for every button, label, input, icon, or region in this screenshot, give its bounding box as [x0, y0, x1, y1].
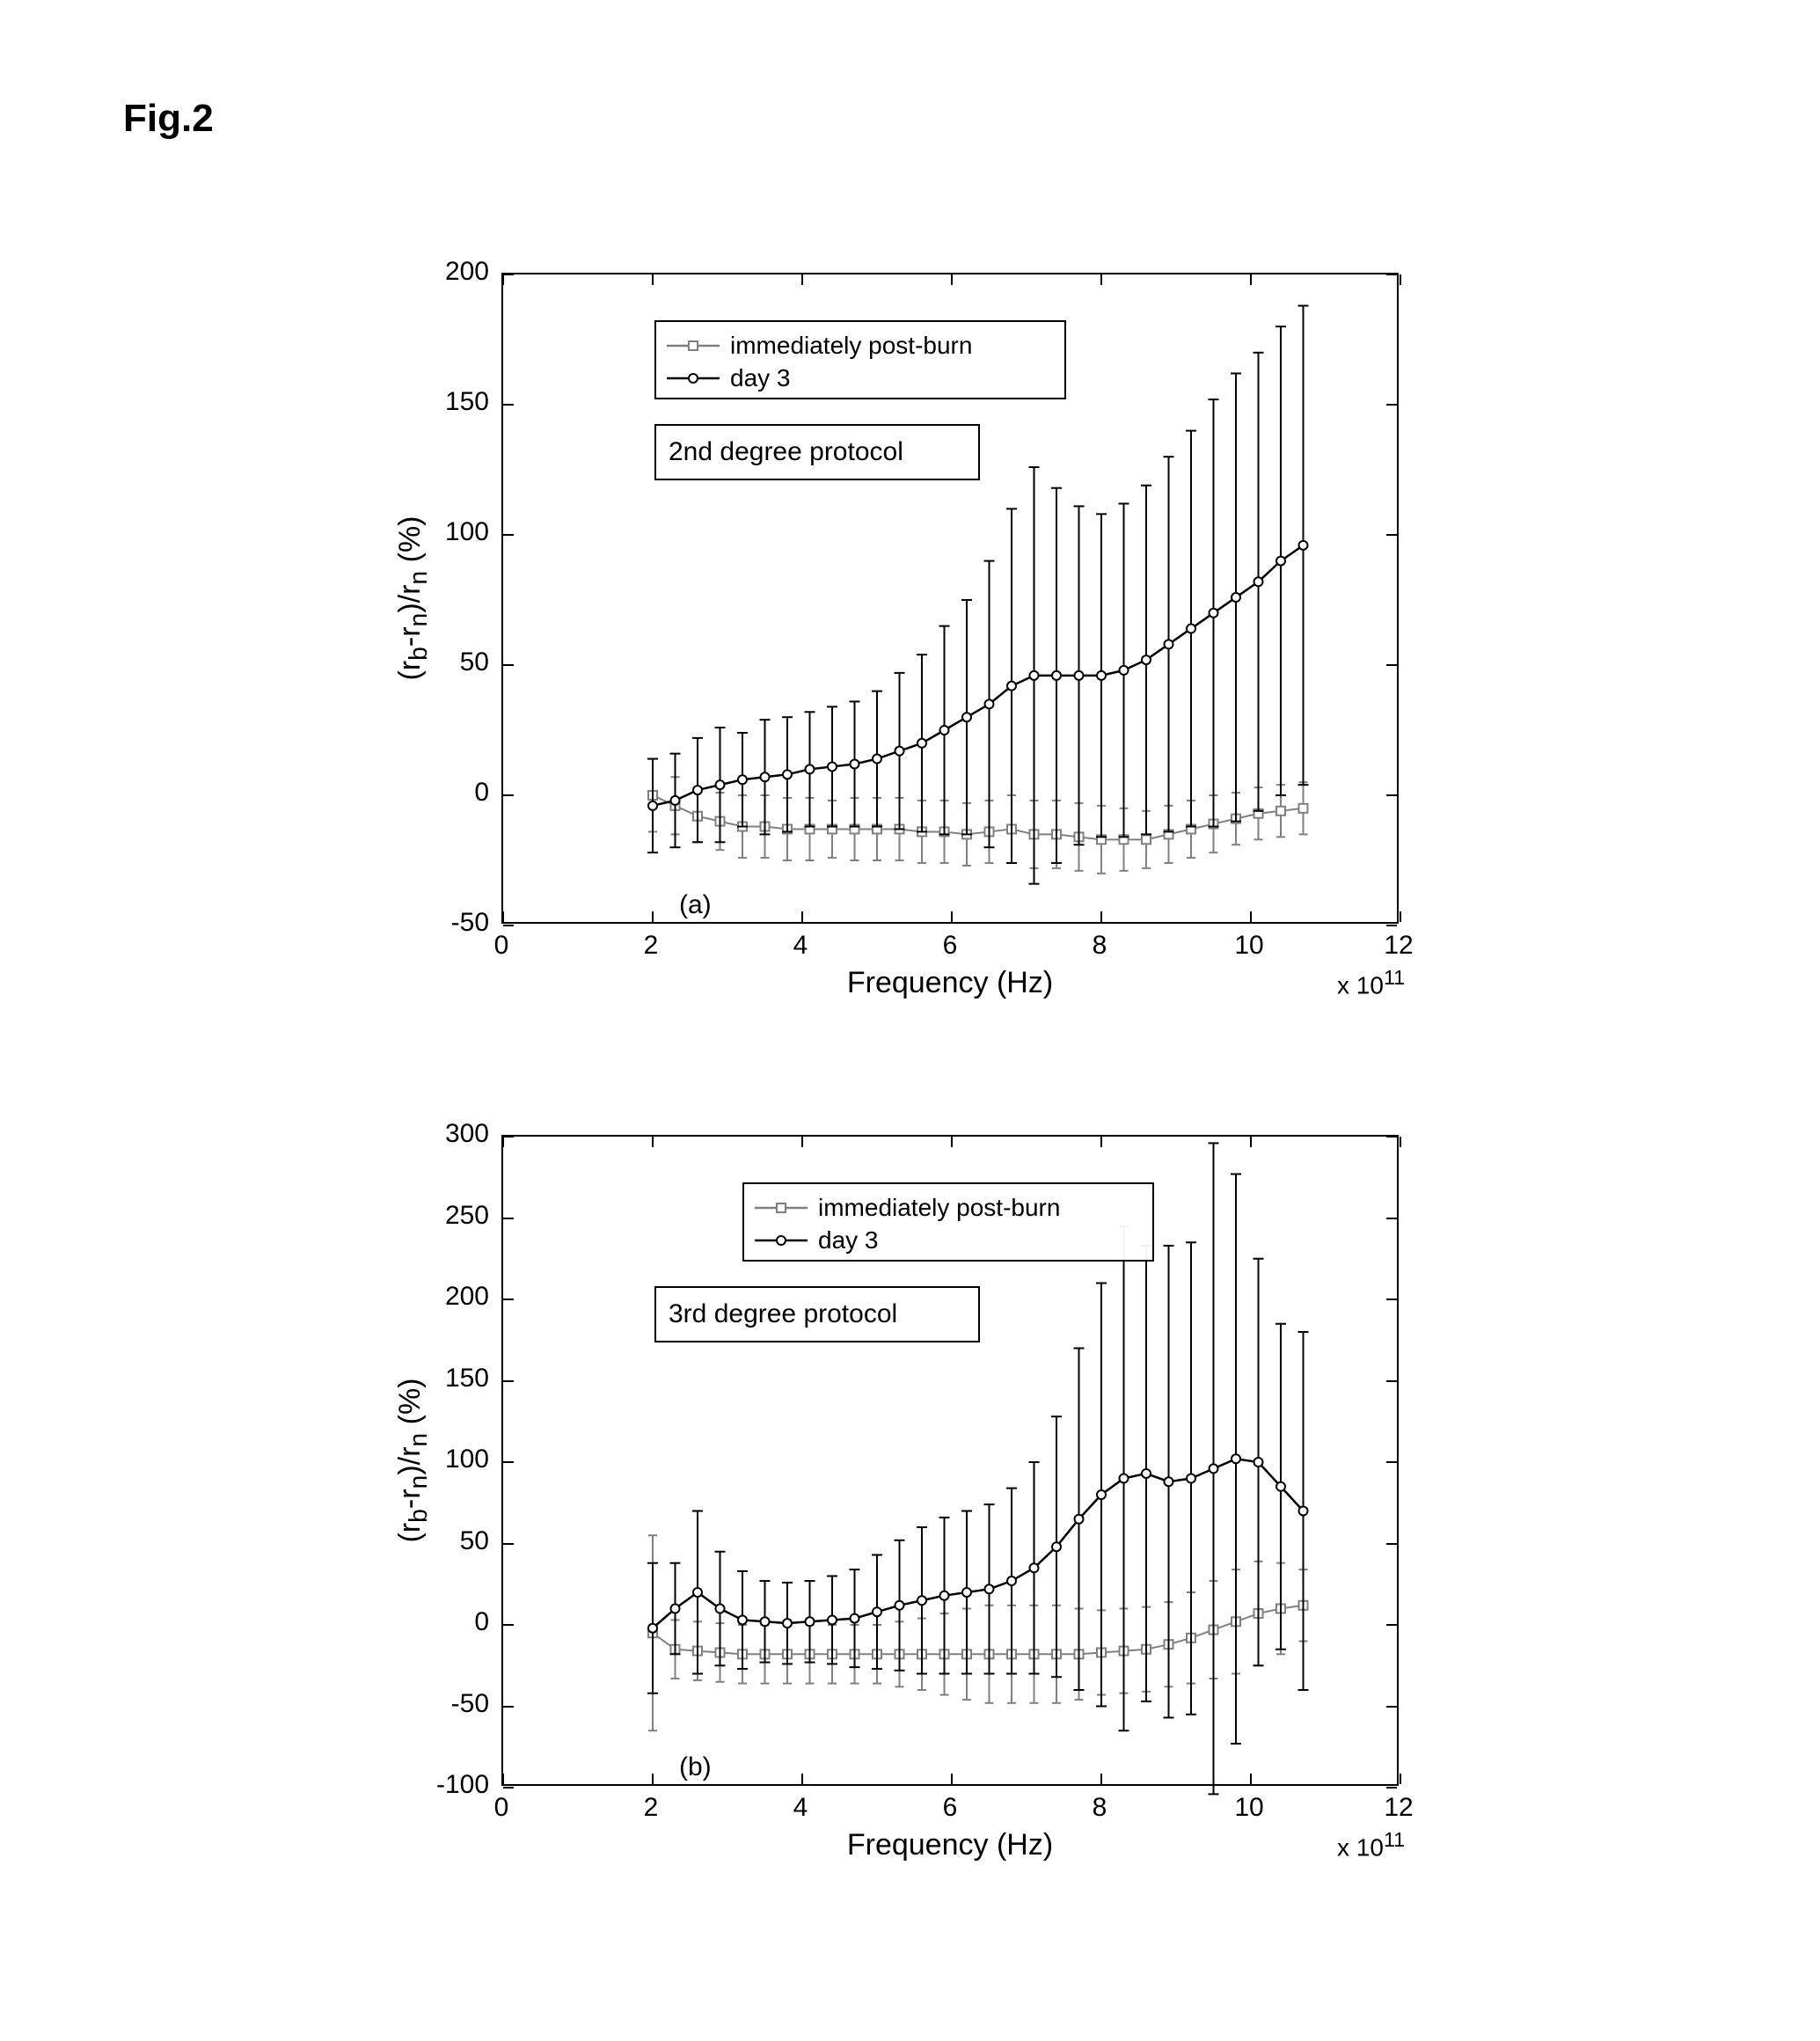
legend: immediately post-burn day 3 [742, 1182, 1154, 1262]
x-exponent-label: x 1011 [1337, 1828, 1405, 1862]
y-axis-label: (rb-rn)/rn (%) [393, 516, 434, 680]
x-axis-label: Frequency (Hz) [847, 966, 1053, 1000]
plot-area: immediately post-burn day 3 2nd degree pro… [501, 273, 1399, 924]
xtick-label: 6 [943, 1793, 958, 1823]
series-0 [648, 1535, 1308, 1730]
xtick-label: 4 [793, 1793, 808, 1823]
legend-label: day 3 [818, 1226, 879, 1255]
figure-title: Fig.2 [123, 97, 214, 141]
xtick-label: 12 [1384, 931, 1413, 961]
plot-area: immediately post-burn day 3 3rd degree pro… [501, 1135, 1399, 1786]
y-axis-label: (rb-rn)/rn (%) [393, 1378, 434, 1542]
annotation-box: 2nd degree protocol [654, 424, 980, 480]
xtick-label: 10 [1234, 931, 1263, 961]
xtick-label: 2 [644, 931, 659, 961]
chart-a: immediately post-burn day 3 2nd degree pro… [369, 246, 1460, 1020]
legend-item: immediately post-burn [667, 329, 972, 362]
annotation-box: 3rd degree protocol [654, 1286, 980, 1342]
legend-label: day 3 [730, 364, 791, 392]
xtick-label: 12 [1384, 1793, 1413, 1823]
legend-item: day 3 [755, 1224, 879, 1256]
legend-item: immediately post-burn [755, 1191, 1060, 1224]
x-axis-label: Frequency (Hz) [847, 1828, 1053, 1862]
xtick-label: 6 [943, 931, 958, 961]
legend-label: immediately post-burn [730, 332, 972, 360]
xtick-label: 2 [644, 1793, 659, 1823]
xtick-label: 4 [793, 931, 808, 961]
legend-label: immediately post-burn [818, 1194, 1060, 1222]
page: { "figure_label": { "text": "Fig.2", "x"… [0, 0, 1820, 2041]
legend-item: day 3 [667, 362, 791, 394]
xtick-label: 8 [1093, 931, 1107, 961]
xtick-label: 0 [494, 931, 509, 961]
chart-b: immediately post-burn day 3 3rd degree pro… [369, 1108, 1460, 1883]
subplot-label: (a) [679, 890, 712, 920]
legend: immediately post-burn day 3 [654, 320, 1066, 399]
series-0 [648, 759, 1308, 874]
x-exponent-label: x 1011 [1337, 966, 1405, 999]
xtick-label: 10 [1234, 1793, 1263, 1823]
subplot-label: (b) [679, 1752, 712, 1782]
xtick-label: 8 [1093, 1793, 1107, 1823]
xtick-label: 0 [494, 1793, 509, 1823]
